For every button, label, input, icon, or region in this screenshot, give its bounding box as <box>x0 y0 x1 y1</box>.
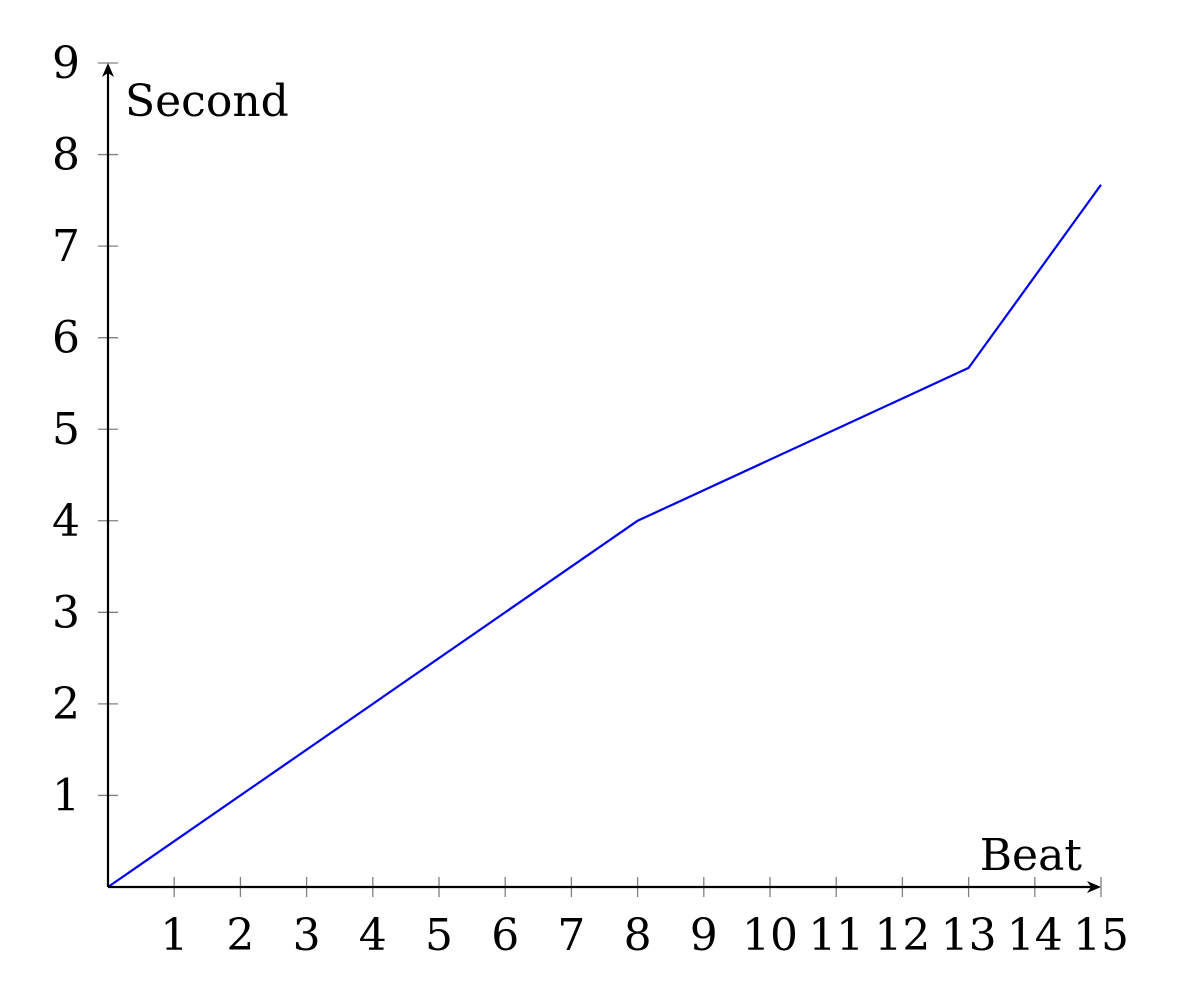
y-tick-label: 8 <box>52 130 80 181</box>
series-layer <box>107 184 1102 888</box>
x-axis-arrowhead <box>1087 881 1101 893</box>
x-tick-label: 3 <box>293 910 321 961</box>
x-tick-label: 2 <box>226 910 254 961</box>
x-axis-title: Beat <box>980 830 1083 881</box>
y-axis-title: Second <box>125 76 289 127</box>
x-tick-label: 12 <box>874 910 930 961</box>
y-tick-label: 6 <box>52 313 80 364</box>
axes <box>102 63 1101 893</box>
y-tick-label: 3 <box>52 587 80 638</box>
x-tick-label: 14 <box>1007 910 1063 961</box>
y-tick-label: 2 <box>52 679 80 730</box>
x-tick-label: 7 <box>557 910 585 961</box>
y-tick-label: 4 <box>52 496 80 547</box>
y-tick-label: 1 <box>52 770 80 821</box>
y-tick-label: 9 <box>52 38 80 89</box>
x-tick-label: 6 <box>491 910 519 961</box>
y-ticks: 1 2 3 4 5 6 7 8 9 <box>52 38 118 821</box>
x-ticks: 1 2 3 4 5 6 7 8 9 10 11 12 13 14 15 <box>160 877 1129 961</box>
x-tick-label: 5 <box>425 910 453 961</box>
x-tick-label: 9 <box>690 910 718 961</box>
x-tick-label: 4 <box>359 910 387 961</box>
x-tick-label: 10 <box>742 910 798 961</box>
series-line <box>107 184 1102 888</box>
x-tick-label: 15 <box>1073 910 1129 961</box>
y-tick-label: 7 <box>52 221 80 272</box>
x-tick-label: 13 <box>941 910 997 961</box>
y-tick-label: 5 <box>52 404 80 455</box>
y-axis-arrowhead <box>102 63 114 77</box>
x-tick-label: 11 <box>808 910 864 961</box>
x-tick-label: 1 <box>160 910 188 961</box>
x-tick-label: 8 <box>624 910 652 961</box>
